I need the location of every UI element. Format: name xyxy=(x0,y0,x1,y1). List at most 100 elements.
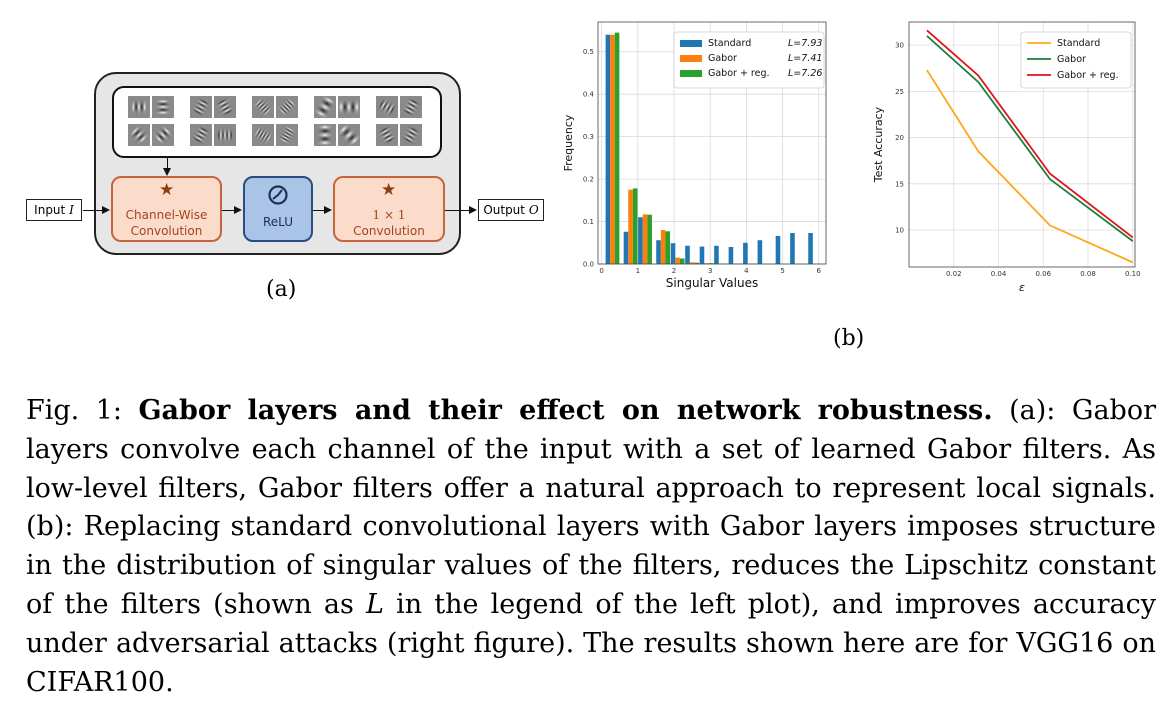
activation-icon xyxy=(268,185,288,205)
filter-stripe xyxy=(154,107,172,112)
filter-stripe xyxy=(405,99,421,108)
channelwise-conv-block: Channel-Wise Convolution xyxy=(111,176,222,242)
filter-stripe xyxy=(227,126,231,144)
histogram-bar-1 xyxy=(642,214,648,264)
filter-stripe xyxy=(258,127,268,143)
legend-swatch xyxy=(680,55,702,62)
filter-stripe xyxy=(260,128,269,144)
filter-stripe xyxy=(142,98,147,116)
filter-stripe xyxy=(154,110,172,115)
output-symbol: O xyxy=(528,203,539,217)
filter-stripe xyxy=(376,125,392,135)
filter-stripes xyxy=(338,98,360,116)
filter-stripe xyxy=(225,126,229,144)
x-tick-label: 5 xyxy=(780,267,784,275)
gabor-filter-cell xyxy=(338,96,360,118)
filter-stripe xyxy=(400,107,416,117)
histogram-bar-2 xyxy=(708,263,714,264)
x-tick-label: 4 xyxy=(744,267,749,275)
filter-stripes xyxy=(253,124,273,146)
y-tick-label: 0.2 xyxy=(583,176,594,184)
channelwise-conv-label-line2: Convolution xyxy=(130,224,203,238)
filter-stripe xyxy=(400,135,416,145)
filter-stripe xyxy=(404,128,420,138)
x-tick-label: 0.02 xyxy=(946,270,962,278)
filter-stripe xyxy=(219,106,235,115)
filter-stripe xyxy=(313,109,329,119)
histogram-bar-2 xyxy=(679,258,685,264)
histogram-bar-0 xyxy=(743,242,748,264)
filter-stripe xyxy=(283,98,296,111)
histogram-bar-0 xyxy=(670,243,676,264)
filter-stripe xyxy=(257,101,269,113)
filter-stripe xyxy=(190,135,206,145)
filter-stripe xyxy=(255,126,265,141)
filter-stripes xyxy=(131,98,147,116)
filter-stripes xyxy=(337,123,361,147)
filter-stripe xyxy=(401,134,417,143)
filter-stripe xyxy=(380,132,396,142)
filter-stripe xyxy=(379,97,388,113)
filter-stripe xyxy=(387,102,397,118)
histogram-bar-0 xyxy=(699,246,705,264)
filter-stripe xyxy=(348,134,361,147)
filter-stripe xyxy=(382,99,392,115)
x-tick-label: 0.06 xyxy=(1035,270,1051,278)
caption-body-1: (a): Gabor layers convolve each channel … xyxy=(26,395,1156,620)
test-accuracy-chart: 10 15 20 25 30 0.02 0.04 0.06 0.08 0.10 ε Test Accu… xyxy=(872,21,1141,294)
filter-stripe xyxy=(154,99,172,104)
input-label: Input xyxy=(34,203,66,217)
pointwise-conv-label-line1: 1 × 1 xyxy=(372,208,406,222)
filter-stripe xyxy=(316,140,334,146)
filter-stripes xyxy=(252,96,274,118)
y-tick-label: 25 xyxy=(895,88,904,96)
legend-value: L=7.93 xyxy=(788,38,822,49)
filter-stripe xyxy=(259,103,272,116)
histogram-bar-1 xyxy=(675,257,680,264)
filter-stripe xyxy=(254,98,267,111)
y-tick-label: 0.5 xyxy=(583,48,594,56)
filter-stripe xyxy=(221,126,225,144)
star-icon: ★ xyxy=(159,180,175,200)
filter-stripe xyxy=(317,102,333,112)
filter-stripe xyxy=(346,98,352,116)
filter-stripe xyxy=(217,126,221,144)
filter-stripe xyxy=(154,104,172,110)
gabor-filter-cell xyxy=(252,96,274,118)
filter-stripe xyxy=(264,130,273,146)
gabor-filter-cell xyxy=(152,124,174,146)
gabor-filter-cell xyxy=(214,96,236,118)
gabor-filter-cell xyxy=(313,95,337,119)
filter-stripe xyxy=(195,99,211,108)
filter-stripe xyxy=(379,130,395,140)
filter-stripes xyxy=(376,125,398,145)
filter-stripe xyxy=(377,96,387,112)
filter-stripe xyxy=(192,132,208,142)
filter-stripe xyxy=(262,130,272,145)
filter-stripe xyxy=(258,102,271,115)
gabor-layer-diagram: Input I Channel-Wise Convolution ★ ReLU … xyxy=(0,0,560,320)
gabor-filter-cell xyxy=(190,124,212,146)
gabor-filter-cell xyxy=(376,96,398,118)
filter-stripe xyxy=(134,98,139,116)
y-tick-label: 0.1 xyxy=(583,218,594,226)
input-symbol: I xyxy=(69,203,74,217)
filter-stripe xyxy=(282,126,297,136)
y-axis-label: Frequency xyxy=(562,114,575,171)
y-tick-label: 30 xyxy=(895,42,904,50)
histogram-bar-0 xyxy=(623,231,629,264)
histogram-bar-0 xyxy=(728,247,734,264)
filter-stripe xyxy=(193,130,209,140)
filter-stripe xyxy=(401,106,417,115)
gabor-filter-cell xyxy=(128,96,150,118)
filter-stripes xyxy=(128,124,150,146)
gabor-filter-cell xyxy=(152,96,174,118)
filter-stripe xyxy=(191,106,207,115)
filter-stripe xyxy=(217,102,233,112)
histogram-bar-0 xyxy=(757,240,763,264)
filter-stripe xyxy=(130,126,144,140)
filter-stripe xyxy=(156,128,170,142)
caption-title: Gabor layers and their effect on network… xyxy=(138,395,993,426)
singular-values-histogram: 0.0 0.1 0.2 0.3 0.4 0.5 0 1 2 3 4 5 6 Singular Values… xyxy=(562,21,827,290)
filter-stripe xyxy=(281,101,293,113)
